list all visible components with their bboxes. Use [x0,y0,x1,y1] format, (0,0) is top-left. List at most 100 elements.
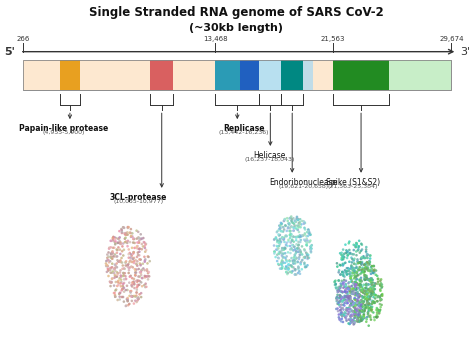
Point [297,224,304,230]
Point [352,290,360,295]
Point [293,216,301,221]
Point [361,269,368,275]
Point [350,265,357,271]
Point [105,273,112,279]
Point [140,283,148,288]
Point [117,273,125,278]
Point [353,281,360,287]
Point [353,287,360,293]
Point [133,245,140,251]
Point [373,314,381,320]
Point [333,295,341,300]
Point [362,266,370,271]
Point [362,288,370,293]
Point [116,270,124,275]
Point [361,276,368,282]
Point [376,282,384,287]
Point [137,236,145,241]
Point [299,233,306,238]
Point [346,247,353,253]
Point [122,273,129,279]
Point [351,291,359,296]
Point [352,265,360,271]
Point [336,317,344,323]
Point [136,282,143,287]
Point [292,261,299,266]
Point [142,257,149,262]
Point [103,269,111,274]
Point [339,313,347,318]
Point [363,281,370,286]
Point [276,226,284,231]
Point [363,251,371,257]
Point [374,298,381,304]
Point [361,294,368,299]
Point [110,271,118,276]
Point [143,268,151,273]
Point [337,305,344,310]
Point [117,281,124,286]
Point [377,297,385,302]
Point [358,317,366,323]
Point [335,300,343,305]
Point [136,252,143,258]
Point [296,271,304,276]
Point [361,273,369,278]
Point [354,292,362,297]
Text: Spike (S1&S2): Spike (S1&S2) [326,178,380,187]
Point [301,260,308,265]
Point [137,262,144,267]
Point [359,289,366,295]
Point [108,249,116,255]
Point [128,259,136,265]
Point [115,259,122,264]
Point [107,267,114,273]
Point [284,218,292,224]
Point [352,312,359,317]
Point [367,307,375,312]
Point [346,271,353,276]
Point [292,256,300,261]
Point [279,255,287,260]
Point [122,260,129,265]
Point [368,309,375,314]
Point [115,282,122,288]
Point [356,293,364,298]
Point [301,264,309,270]
Point [294,217,301,222]
Point [124,224,132,230]
Point [279,260,287,266]
Point [370,299,377,305]
Point [290,225,298,231]
Point [121,266,128,271]
Point [129,240,137,245]
Point [108,265,116,270]
Point [113,269,121,275]
Point [360,312,367,317]
Point [274,228,282,234]
Point [134,250,142,255]
Point [366,260,374,265]
Bar [281,60,303,90]
Point [301,247,308,252]
Point [360,304,367,309]
Point [359,288,367,293]
Point [109,256,116,262]
Point [145,269,153,275]
Point [331,282,339,288]
Point [355,313,363,318]
Point [285,263,292,268]
Bar [23,60,451,90]
Point [337,285,344,290]
Point [291,267,299,272]
Point [281,260,289,265]
Point [128,245,136,250]
Point [355,312,362,317]
Point [367,288,374,293]
Point [372,268,380,273]
Point [343,284,350,289]
Point [112,274,120,279]
Point [343,318,350,323]
Point [289,242,297,248]
Point [345,286,352,291]
